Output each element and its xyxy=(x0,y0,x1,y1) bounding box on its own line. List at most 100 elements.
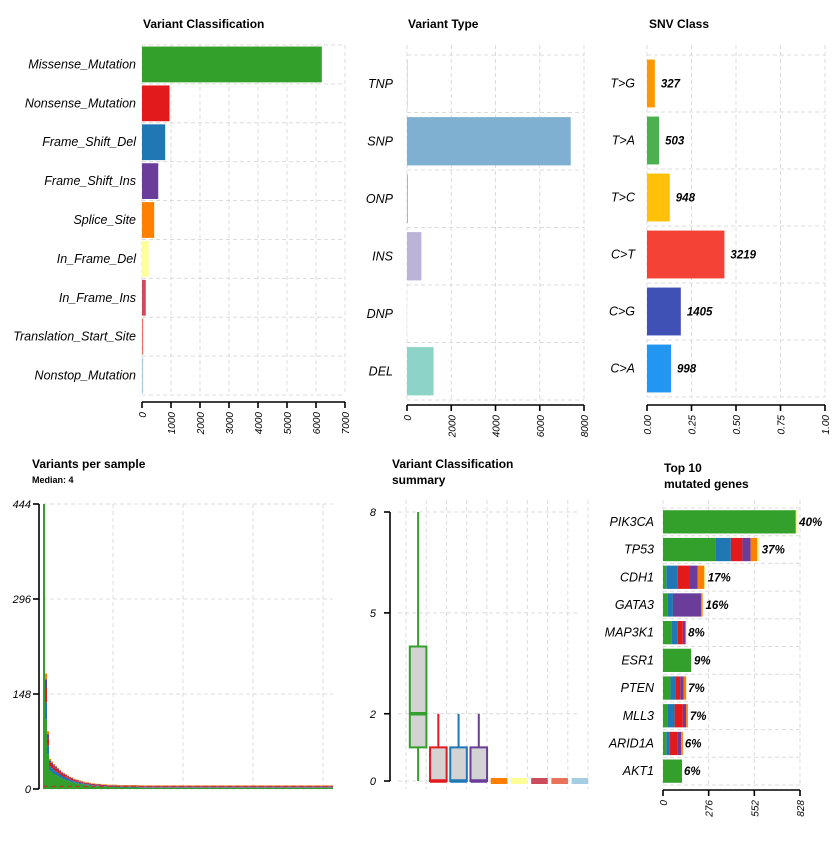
sample-bar xyxy=(297,787,299,788)
sample-bar xyxy=(185,787,187,788)
bar-nonsense-mutation xyxy=(142,85,170,121)
sample-bar xyxy=(313,787,315,788)
sample-bar xyxy=(321,786,323,787)
sample-bar xyxy=(105,787,107,789)
sample-bar xyxy=(315,788,317,789)
sample-bar xyxy=(325,787,327,788)
sample-bar xyxy=(215,788,217,789)
gene-percent-label: 7% xyxy=(690,711,707,723)
category-label: INS xyxy=(372,249,394,263)
sample-bar xyxy=(247,788,249,789)
sample-bar xyxy=(223,788,225,789)
sample-bar xyxy=(209,785,211,786)
sample-bar xyxy=(93,783,95,784)
gene-bar-segment xyxy=(663,676,670,699)
sample-bar xyxy=(263,787,265,788)
sample-bar xyxy=(135,787,137,789)
gene-bar-segment xyxy=(666,566,678,589)
sample-bar xyxy=(275,788,277,789)
sample-bar xyxy=(259,787,261,788)
sample-bar xyxy=(159,788,161,789)
x-tick-label: 0.75 xyxy=(777,415,788,435)
sample-bar xyxy=(85,784,87,785)
sample-bar xyxy=(149,788,151,789)
sample-bar xyxy=(83,783,85,784)
sample-bar xyxy=(61,779,63,789)
sample-bar xyxy=(101,784,103,785)
sample-bar xyxy=(171,787,173,788)
sample-bar xyxy=(45,688,47,702)
sample-bar xyxy=(57,768,59,769)
sample-bar xyxy=(87,783,89,784)
gene-bar-segment xyxy=(663,649,691,672)
gene-label: PIK3CA xyxy=(610,515,654,529)
sample-bar xyxy=(213,788,215,789)
sample-bar xyxy=(87,784,89,785)
sample-bar xyxy=(143,787,145,788)
sample-bar xyxy=(329,785,331,786)
sample-bar xyxy=(59,770,61,771)
sample-bar xyxy=(273,785,275,786)
panel-title-line2: summary xyxy=(392,473,446,487)
panel-subtitle: Median: 4 xyxy=(32,475,74,485)
sample-bar xyxy=(73,779,75,780)
sample-bar xyxy=(177,787,179,788)
sample-bar xyxy=(253,788,255,789)
sample-bar xyxy=(185,788,187,789)
count-label: 948 xyxy=(676,193,696,205)
sample-bar xyxy=(89,784,91,785)
sample-bar xyxy=(121,786,123,787)
category-label: In_Frame_Ins xyxy=(59,291,136,305)
sample-bar xyxy=(323,788,325,789)
sample-bar xyxy=(119,785,121,786)
sample-bar xyxy=(209,787,211,788)
gene-bar-segment xyxy=(751,538,758,561)
sample-bar xyxy=(63,773,65,774)
sample-bar xyxy=(95,784,97,785)
sample-bar xyxy=(55,769,57,772)
gene-bar-segment xyxy=(673,593,701,616)
sample-bar xyxy=(261,788,263,789)
sample-bar xyxy=(157,787,159,788)
sample-bar xyxy=(81,784,83,789)
sample-bar xyxy=(231,788,233,789)
sample-bar xyxy=(305,786,307,787)
sample-bar xyxy=(61,773,63,774)
sample-bar xyxy=(63,779,65,789)
sample-bar xyxy=(55,766,57,767)
sample-bar xyxy=(191,788,193,789)
sample-bar xyxy=(241,786,243,787)
sample-bar xyxy=(259,788,261,789)
sample-bar xyxy=(121,787,123,788)
bar-dnp xyxy=(407,290,408,338)
gene-bar-segment xyxy=(681,732,683,755)
sample-bar xyxy=(55,767,57,769)
panel-title: Variants per sample xyxy=(32,457,146,471)
sample-bar xyxy=(193,787,195,788)
sample-bar xyxy=(83,782,85,783)
sample-bar xyxy=(217,788,219,789)
sample-bar xyxy=(113,786,115,787)
sample-bar xyxy=(105,785,107,786)
sample-bar xyxy=(57,776,59,789)
sample-bar xyxy=(323,787,325,788)
sample-bar xyxy=(163,788,165,789)
sample-bar xyxy=(169,788,171,789)
sample-bar xyxy=(67,776,69,777)
sample-bar xyxy=(317,788,319,789)
sample-bar xyxy=(307,788,309,789)
sample-bar xyxy=(315,787,317,788)
sample-bar xyxy=(113,785,115,786)
x-tick-label: 4000 xyxy=(492,415,503,438)
x-tick-label: 0 xyxy=(659,800,670,806)
sample-bar xyxy=(83,784,85,785)
x-tick-label: 6000 xyxy=(536,415,547,438)
sample-bar xyxy=(297,785,299,786)
sample-bar xyxy=(91,785,93,786)
sample-bar xyxy=(47,731,49,734)
sample-bar xyxy=(169,787,171,788)
sample-bar xyxy=(153,787,155,788)
sample-bar xyxy=(67,776,69,777)
sample-bar xyxy=(313,785,315,786)
